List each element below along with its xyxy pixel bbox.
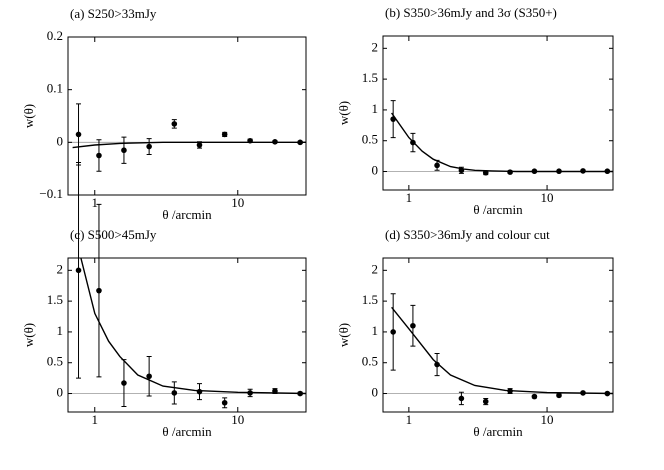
axes-box — [67, 257, 307, 413]
data-point — [604, 390, 611, 397]
panel-title: (a) S250>33mJy — [70, 6, 157, 21]
data-point — [507, 388, 513, 394]
data-point — [434, 162, 440, 169]
y-tick-label: 2 — [372, 261, 379, 276]
data-point — [221, 131, 228, 138]
data-point — [96, 152, 102, 159]
data-point — [247, 390, 253, 396]
y-tick-label: 0.1 — [47, 81, 63, 96]
data-point — [196, 388, 203, 395]
data-point — [580, 390, 586, 396]
data-point — [121, 380, 127, 386]
axes-box — [382, 35, 614, 191]
y-axis-label: w(θ) — [21, 323, 36, 347]
data-point — [247, 137, 253, 144]
y-tick-label: 0.2 — [47, 28, 63, 43]
axes-box — [382, 257, 614, 413]
data-point — [146, 373, 152, 380]
y-tick-label: −0.1 — [39, 186, 63, 201]
data-point — [297, 139, 303, 146]
data-point — [556, 392, 562, 399]
y-tick-label: 1.5 — [47, 292, 63, 307]
y-tick-label: 0.5 — [362, 132, 378, 147]
data-point — [75, 131, 82, 138]
y-tick-label: 0.5 — [362, 354, 378, 369]
data-point — [410, 322, 416, 329]
x-axis-label: θ /arcmin — [162, 424, 212, 439]
model-curve — [80, 257, 307, 395]
data-point — [482, 398, 489, 405]
x-tick-label: 10 — [541, 412, 554, 427]
y-tick-label: 2 — [372, 39, 379, 54]
x-tick-label: 10 — [231, 412, 244, 427]
data-point — [390, 329, 396, 335]
y-tick-label: 0 — [372, 385, 379, 400]
x-axis-label: θ /arcmin — [473, 202, 523, 217]
y-tick-label: 0 — [57, 133, 64, 148]
x-tick-label: 10 — [231, 195, 244, 210]
data-point — [221, 399, 228, 406]
data-point — [556, 168, 562, 175]
data-point — [434, 361, 440, 368]
y-tick-label: 1 — [372, 323, 379, 338]
x-tick-label: 1 — [92, 412, 99, 427]
x-tick-label: 1 — [406, 190, 413, 205]
model-curve — [391, 306, 614, 395]
data-point — [171, 390, 178, 396]
y-axis-label: w(θ) — [21, 104, 36, 128]
data-point — [458, 167, 465, 174]
y-axis-label: w(θ) — [336, 101, 351, 125]
panel-title: (c) S500>45mJy — [70, 227, 157, 242]
data-point — [96, 287, 102, 294]
y-tick-label: 1 — [57, 323, 64, 338]
data-point — [482, 169, 489, 176]
data-point — [390, 116, 396, 122]
data-point — [458, 395, 465, 402]
x-tick-label: 10 — [541, 190, 554, 205]
axes-box — [67, 36, 307, 196]
x-axis-label: θ /arcmin — [473, 424, 523, 439]
y-tick-label: 0.5 — [47, 354, 63, 369]
data-point — [604, 168, 611, 175]
x-axis-label: θ /arcmin — [162, 207, 212, 222]
y-tick-label: 1 — [372, 101, 379, 116]
panel-title: (d) S350>36mJy and colour cut — [385, 227, 550, 242]
data-point — [531, 393, 538, 400]
y-tick-label: 2 — [57, 261, 64, 276]
model-curve — [391, 112, 613, 173]
data-point — [121, 147, 127, 154]
y-tick-label: 1.5 — [362, 292, 378, 307]
data-point — [272, 388, 278, 394]
y-tick-label: 0 — [57, 385, 64, 400]
x-tick-label: 1 — [92, 195, 99, 210]
data-point — [580, 168, 586, 174]
data-point — [75, 267, 82, 274]
data-point — [531, 168, 538, 175]
model-curve — [72, 141, 306, 149]
y-axis-label: w(θ) — [336, 323, 351, 347]
data-point — [297, 390, 303, 397]
data-point — [146, 143, 152, 150]
data-point — [272, 139, 278, 145]
data-point — [171, 121, 178, 127]
y-tick-label: 0 — [372, 163, 379, 178]
data-point — [410, 139, 416, 146]
x-tick-label: 1 — [406, 412, 413, 427]
data-point — [196, 142, 203, 148]
panel-title: (b) S350>36mJy and 3σ (S350+) — [385, 5, 557, 20]
y-tick-label: 1.5 — [362, 70, 378, 85]
data-point — [507, 169, 513, 175]
